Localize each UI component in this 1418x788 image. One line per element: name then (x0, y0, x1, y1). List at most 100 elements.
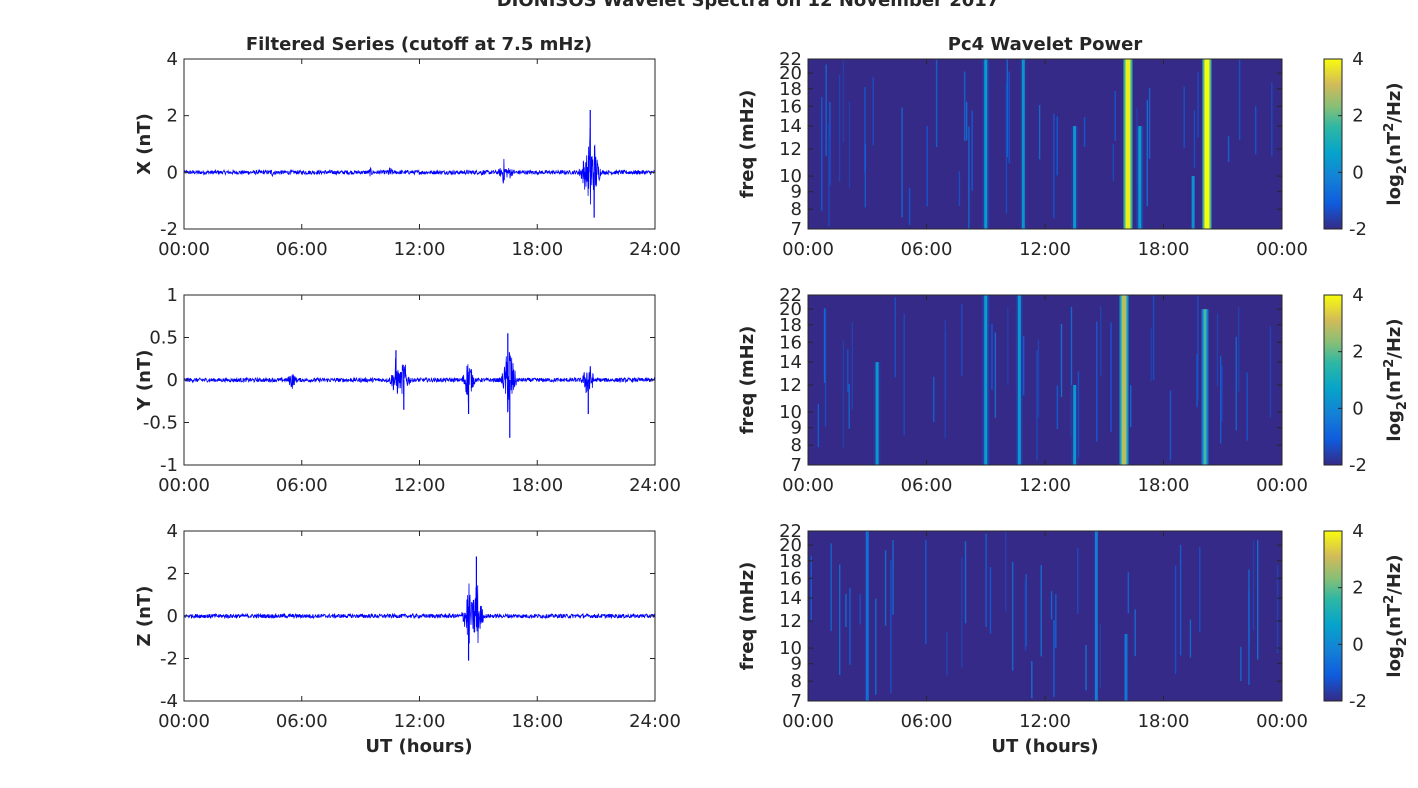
colorbar-tick-label: 4 (1352, 521, 1363, 542)
spectrum-streak (1056, 116, 1058, 176)
colorbar-label: log2(nT2/Hz) (1382, 82, 1410, 205)
y-tick-label: 14 (779, 588, 802, 609)
spectrum-streak (1050, 591, 1053, 620)
y-axis-label: freq (mHz) (737, 90, 758, 199)
y-tick-label: 14 (779, 352, 802, 373)
x-tick-label: 06:00 (276, 239, 328, 260)
plot-area (184, 59, 655, 229)
y-tick-label: 0.5 (149, 328, 178, 349)
spectrum-streak (1227, 136, 1230, 162)
series-trace (183, 127, 655, 208)
x-tick-label: 24:00 (629, 239, 681, 260)
y-axis-label: X (nT) (134, 113, 155, 175)
spectrum-streak (1096, 321, 1098, 442)
y-tick-label: 2 (167, 106, 178, 127)
figure-suptitle: DIONISOS Wavelet Spectra on 12 November … (497, 0, 1000, 11)
spectrum-streak (958, 171, 961, 206)
spectrum-streak (1248, 569, 1250, 686)
spectrum-streak (1276, 565, 1279, 654)
spectrum-streak (848, 384, 850, 429)
spectrum-streak (847, 349, 849, 393)
spectrum-streak (830, 543, 832, 631)
spectrum-streak-hot (1094, 531, 1098, 701)
spectrum-streak (1235, 336, 1237, 431)
spectrum-streak (890, 560, 892, 694)
y-tick-label: 9 (791, 654, 802, 675)
spectrum-streak (994, 332, 997, 418)
spectrum-streak (1004, 531, 1007, 612)
spectrum-streak (838, 564, 841, 675)
y-tick-label: 20 (779, 299, 802, 320)
spectrum-streak (989, 567, 992, 634)
colorbar-label: log2(nT2/Hz) (1382, 318, 1410, 441)
spectrum-streak (944, 319, 946, 439)
y-tick-label: 20 (779, 63, 802, 84)
spectrum-streak (1148, 88, 1151, 159)
spectrum-streak (1183, 86, 1185, 149)
spectrum-streak (1221, 365, 1223, 422)
spectrum-streak (901, 107, 903, 218)
spectrum-streak (1056, 385, 1059, 430)
colorbar-gradient (1323, 58, 1343, 230)
spectrum-streak (1007, 306, 1009, 385)
x-tick-label: 00:00 (158, 239, 210, 260)
spectrum-streak (1060, 323, 1063, 398)
colorbar-tick-label: 0 (1352, 398, 1363, 419)
y-tick-label: 20 (779, 535, 802, 556)
spectrum-streak (848, 101, 851, 188)
colorbar-tick-label: 0 (1352, 162, 1363, 183)
colorbar-tick-label: -2 (1349, 219, 1367, 240)
y-tick-label: 7 (791, 219, 802, 240)
y-tick-label: 16 (779, 332, 802, 353)
spectrum-streak (1038, 104, 1041, 160)
left-xlabel: UT (hours) (365, 736, 472, 757)
series-trace (183, 352, 656, 413)
spectrum-streak-hot (1124, 633, 1128, 701)
y-tick-label: 2 (167, 564, 178, 585)
spectrum-streak (838, 74, 841, 182)
spectrum-streak (1193, 110, 1196, 169)
spectrum-streak (1005, 81, 1008, 214)
spectrum-streak (1008, 71, 1010, 164)
x-tick-label: 24:00 (629, 475, 681, 496)
series-trace (183, 583, 656, 644)
spectrum-streak (908, 187, 911, 225)
x-tick-label: 00:00 (782, 711, 834, 732)
y-tick-label: 12 (779, 611, 802, 632)
spectrum-streak (875, 598, 877, 695)
x-tick-label: 00:00 (782, 475, 834, 496)
spectrum-streak (1197, 71, 1199, 138)
y-tick-label: 18 (779, 551, 802, 572)
spectrum-streak (946, 631, 948, 676)
spectrum-streak (1197, 295, 1199, 400)
y-tick-label: -2 (160, 649, 178, 670)
spectrum-streak (961, 304, 963, 376)
left-column-title: Filtered Series (cutoff at 7.5 mHz) (246, 34, 592, 55)
spectrum-panel-3: 00:00 06:00 12:00 18:00 00:00789101214161820… (737, 521, 1410, 732)
x-tick-label: 12:00 (1019, 711, 1071, 732)
spectrum-streak (1271, 82, 1273, 157)
spectrum-streak (1006, 59, 1009, 158)
y-tick-label: 9 (791, 418, 802, 439)
colorbar: -2 0 2 4 log2(nT2/Hz) (1323, 285, 1410, 476)
y-axis-label: freq (mHz) (737, 562, 758, 671)
y-axis-label: Z (nT) (134, 586, 155, 647)
spectrum-streak (864, 86, 866, 173)
spectrum-streak (894, 297, 897, 378)
spectrum-streak (1036, 350, 1038, 461)
x-tick-label: 12:00 (394, 475, 446, 496)
spectrum-streak (1129, 385, 1132, 428)
spectrum-streak (1024, 581, 1027, 651)
y-tick-label: 16 (779, 96, 802, 117)
spectrum-streak (985, 533, 987, 628)
spectrum-streak (925, 540, 927, 645)
spectrum-streak (1220, 355, 1222, 444)
spectrum-streak-hot (1138, 126, 1142, 229)
x-tick-label: 12:00 (394, 711, 446, 732)
y-tick-label: 10 (779, 402, 802, 423)
spectrum-streak-hot (984, 59, 988, 229)
spectrum-streak (1083, 117, 1086, 147)
colorbar-gradient (1323, 530, 1343, 702)
spectrum-streak-hot (1073, 384, 1077, 465)
spectrum-streak (1174, 565, 1177, 674)
